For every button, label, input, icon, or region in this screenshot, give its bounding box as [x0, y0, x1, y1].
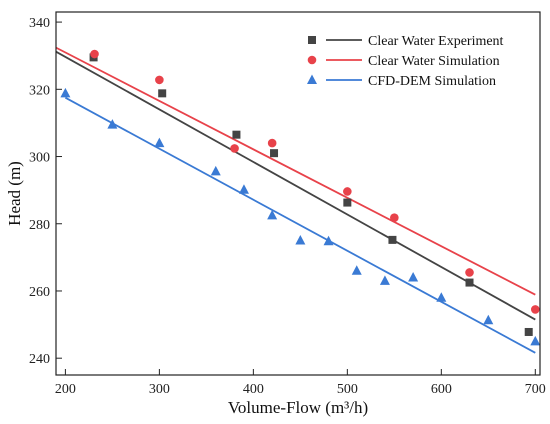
data-point-series-3 [210, 165, 221, 176]
data-point-series-3 [530, 335, 541, 346]
x-tick-label: 400 [243, 382, 264, 397]
data-point-series-3 [379, 275, 390, 285]
x-tick-label: 600 [431, 382, 452, 397]
x-tick-label: 200 [55, 382, 76, 397]
data-point-series-1 [524, 327, 533, 336]
y-tick-label: 320 [29, 83, 50, 98]
data-point-series-3 [323, 235, 334, 246]
data-point-series-3 [107, 119, 118, 129]
legend-marker-series-3 [307, 74, 317, 84]
data-point-series-2 [465, 268, 474, 277]
fit-line-series-2 [55, 46, 536, 296]
data-point-series-3 [295, 235, 306, 245]
data-point-series-3 [238, 184, 249, 194]
data-point-series-2 [155, 75, 164, 85]
data-point-series-3 [351, 265, 362, 275]
y-tick-label: 260 [29, 285, 50, 300]
legend: Clear Water Experiment Clear Water Simula… [307, 34, 504, 89]
data-point-series-2 [230, 144, 239, 153]
x-tick-label: 300 [149, 382, 170, 397]
x-tick-label: 700 [525, 382, 546, 397]
y-tick-label: 300 [29, 151, 50, 166]
data-point-series-2 [343, 187, 352, 196]
data-point-series-1 [343, 198, 352, 207]
data-point-series-2 [267, 138, 277, 148]
data-point-series-3 [267, 209, 278, 220]
fit-line-series-3 [64, 96, 536, 354]
y-tick-label: 240 [29, 352, 50, 367]
data-point-series-1 [270, 149, 279, 158]
data-point-series-1 [388, 235, 397, 244]
fit-line-series-1 [55, 50, 536, 321]
fit-lines [55, 46, 536, 354]
legend-label-series-1: Clear Water Experiment [368, 34, 504, 49]
y-tick-label: 340 [29, 16, 50, 31]
data-point-series-1 [465, 278, 474, 287]
plot-frame [55, 11, 541, 376]
y-axis-label: Head (m) [5, 161, 24, 226]
data-point-series-3 [436, 292, 447, 302]
data-markers [60, 49, 541, 346]
data-point-series-1 [232, 130, 241, 139]
legend-marker-series-2 [307, 55, 317, 65]
data-point-series-2 [390, 213, 399, 222]
x-tick-label: 500 [337, 382, 358, 397]
data-point-series-3 [483, 314, 494, 325]
data-point-series-3 [154, 137, 165, 148]
y-tick-label: 280 [29, 218, 50, 233]
data-point-series-3 [408, 272, 419, 282]
legend-label-series-2: Clear Water Simulation [368, 54, 500, 69]
legend-marker-series-1 [308, 36, 316, 44]
legend-label-series-3: CFD-DEM Simulation [368, 74, 496, 89]
axis-ticks: 200 300 400 500 600 700 240 260 280 300 320 340 [29, 16, 546, 397]
data-point-series-1 [158, 89, 167, 98]
data-point-series-3 [60, 87, 71, 98]
x-axis-label: Volume-Flow (m³/h) [228, 398, 368, 417]
data-point-series-2 [531, 305, 540, 314]
data-point-series-2 [90, 49, 99, 59]
